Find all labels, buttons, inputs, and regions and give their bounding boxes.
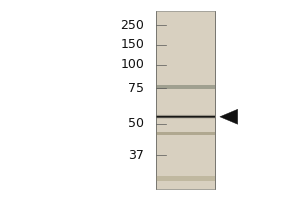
Text: 150: 150 [120,38,144,51]
Bar [156,120,215,121]
Bar [156,111,215,112]
Bar [156,115,215,116]
Bar [156,132,215,135]
Text: 50: 50 [128,117,144,130]
Bar [156,112,215,113]
Text: 75: 75 [128,82,144,95]
Bar [156,119,215,120]
Bar [156,11,215,189]
Text: 250: 250 [120,19,144,32]
Bar [156,176,215,181]
Bar [156,118,215,119]
Bar [156,114,215,115]
Text: 37: 37 [128,149,144,162]
Bar [156,117,215,118]
Polygon shape [220,109,238,124]
Bar [156,85,215,89]
Bar [156,113,215,114]
Bar [156,121,215,122]
Bar [156,113,215,114]
Text: 100: 100 [120,58,144,71]
Bar [156,116,215,117]
